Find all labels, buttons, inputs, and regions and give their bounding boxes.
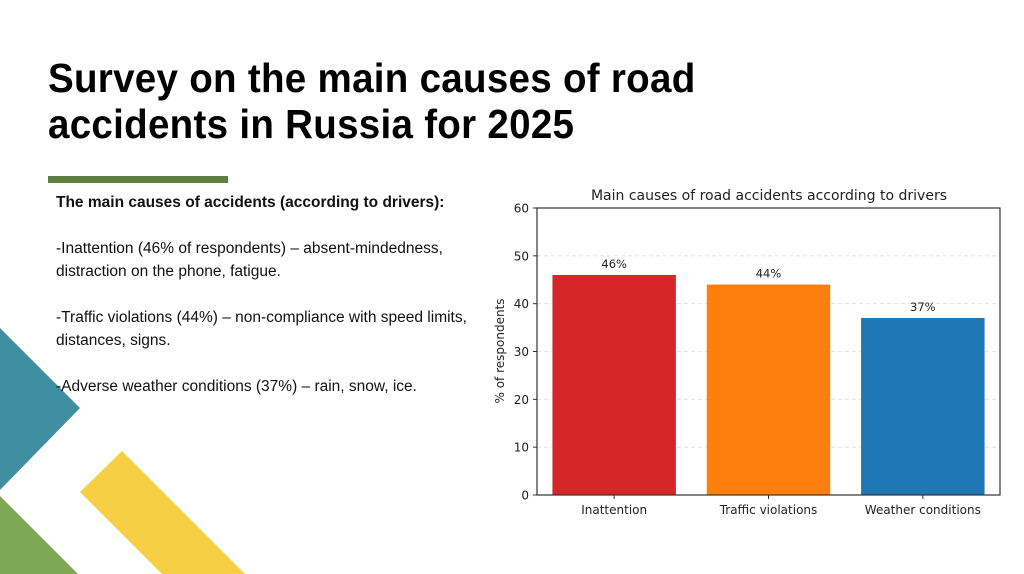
causes-heading: The main causes of accidents (according … <box>56 194 445 211</box>
bar-value-label: 37% <box>910 300 936 314</box>
y-tick-label: 20 <box>514 393 529 407</box>
bar-weather-conditions <box>861 318 985 495</box>
causes-text-block: The main causes of accidents (according … <box>56 191 496 421</box>
teal-triangle-decoration <box>0 328 80 490</box>
y-tick-label: 50 <box>514 249 529 263</box>
cause-item-traffic-violations: -Traffic violations (44%) – non-complian… <box>56 309 467 349</box>
green-triangle-decoration <box>0 496 78 574</box>
cause-item-inattention: -Inattention (46% of respondents) – abse… <box>56 240 443 280</box>
y-axis-label: % of respondents <box>493 298 507 403</box>
y-tick-label: 10 <box>514 441 529 455</box>
x-tick-label: Weather conditions <box>865 503 981 517</box>
x-tick-label: Inattention <box>581 503 647 517</box>
bar-inattention <box>552 274 676 495</box>
yellow-band-decoration <box>80 451 245 574</box>
bar-value-label: 44% <box>756 267 782 281</box>
bar-value-label: 46% <box>601 257 627 271</box>
x-axis-ticks: Inattention Traffic violations Weather con… <box>581 495 981 517</box>
x-tick-label: Traffic violations <box>719 503 818 517</box>
title-accent-bar <box>48 176 228 183</box>
y-axis-ticks: 0 10 20 30 40 50 60 <box>514 202 537 503</box>
bar-traffic-violations <box>706 284 831 495</box>
slide-title: Survey on the main causes of road accide… <box>48 55 800 147</box>
cause-item-weather: -Adverse weather conditions (37%) – rain… <box>56 378 417 395</box>
bar-chart: Main causes of road accidents according … <box>484 180 1014 520</box>
decorative-shapes <box>0 328 245 574</box>
slide-title-line-2: accidents in Russia for 2025 <box>48 101 575 147</box>
slide-title-line-1: Survey on the main causes of road <box>48 55 696 101</box>
y-tick-label: 0 <box>521 489 529 503</box>
y-tick-label: 60 <box>514 202 529 216</box>
chart-bars: 46% 44% 37% <box>552 257 985 495</box>
chart-title: Main causes of road accidents according … <box>591 188 947 204</box>
y-tick-label: 40 <box>514 297 529 311</box>
bar-chart-canvas: Main causes of road accidents according … <box>493 188 1001 517</box>
y-tick-label: 30 <box>514 345 529 359</box>
